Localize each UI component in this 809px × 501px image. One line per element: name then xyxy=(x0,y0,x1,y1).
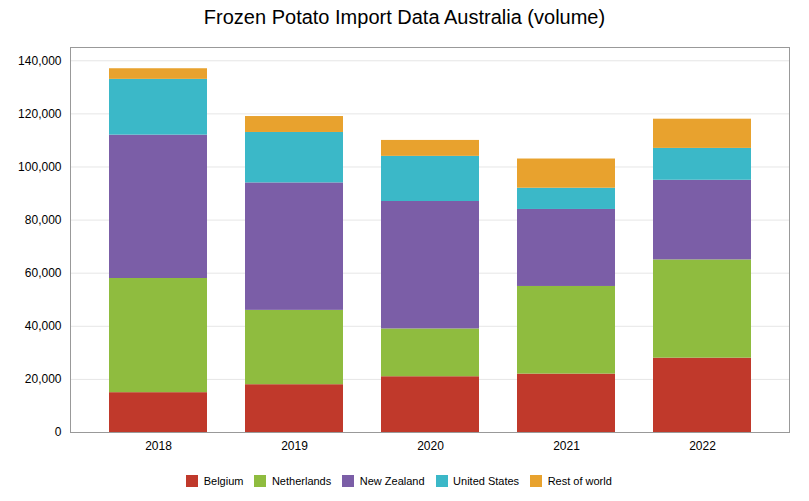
html-text:Rest of world: Rest of world xyxy=(547,474,612,487)
svg-text:2021: 2021 xyxy=(553,439,580,453)
svg-text:60,000: 60,000 xyxy=(25,266,62,280)
html-text:Netherlands: Netherlands xyxy=(271,474,332,487)
html-text:United States: United States xyxy=(453,474,520,487)
svg-text:2022: 2022 xyxy=(689,439,716,453)
html-text:Belgium: Belgium xyxy=(203,474,244,487)
svg-text:2019: 2019 xyxy=(281,439,308,453)
html-text:Frozen Potato Import Data Aust: Frozen Potato Import Data Australia (vol… xyxy=(203,6,606,28)
svg-text:0: 0 xyxy=(55,425,62,439)
svg-text:120,000: 120,000 xyxy=(18,107,62,121)
html-text:New Zealand: New Zealand xyxy=(359,474,425,487)
svg-text:40,000: 40,000 xyxy=(25,319,62,333)
svg-text:20,000: 20,000 xyxy=(25,372,62,386)
svg-text:80,000: 80,000 xyxy=(25,213,62,227)
svg-text:140,000: 140,000 xyxy=(18,54,62,68)
svg-text:100,000: 100,000 xyxy=(18,160,62,174)
svg-text:2018: 2018 xyxy=(145,439,172,453)
svg-text:2020: 2020 xyxy=(417,439,444,453)
